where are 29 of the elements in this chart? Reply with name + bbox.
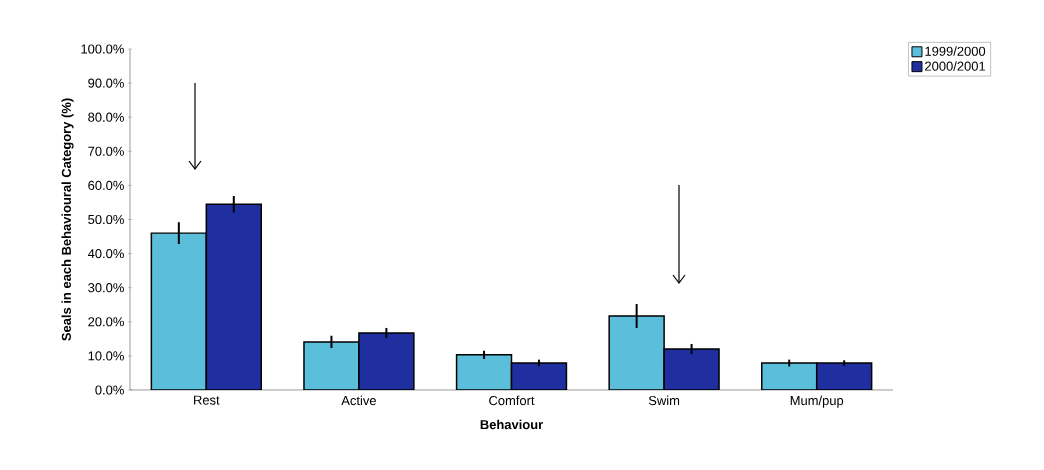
bar xyxy=(608,315,665,390)
x-tick-label: Mum/pup xyxy=(790,395,844,408)
y-tick-label: 10.0% xyxy=(88,351,124,361)
bar xyxy=(358,332,415,390)
y-tick-label: 60.0% xyxy=(88,180,124,190)
y-tick-label: 0.0% xyxy=(95,385,124,395)
bar xyxy=(303,341,360,390)
x-tick-label: Comfort xyxy=(489,395,535,406)
x-tick-label: Rest xyxy=(194,395,220,405)
x-axis-title: Behaviour xyxy=(480,419,543,430)
bar xyxy=(205,203,262,390)
y-tick-label: 100.0% xyxy=(81,44,124,54)
y-tick-label: 50.0% xyxy=(88,214,124,225)
x-tick-label: Swim xyxy=(648,395,680,406)
x-tick-label: Active xyxy=(341,395,376,406)
y-tick-label: 90.0% xyxy=(88,78,124,88)
y-tick-label: 80.0% xyxy=(88,112,124,122)
bar xyxy=(510,362,568,390)
y-tick-label: 30.0% xyxy=(88,283,124,293)
legend-label: 2000/2001 xyxy=(925,61,986,71)
bar xyxy=(150,232,208,390)
bar xyxy=(455,354,513,390)
bar xyxy=(815,362,873,390)
bar xyxy=(663,348,720,390)
y-tick-label: 40.0% xyxy=(87,249,124,259)
y-axis-title: Seals in each Behavioural Category (%) xyxy=(61,98,74,341)
y-tick-label: 70.0% xyxy=(88,146,124,156)
legend-label: 1999/2000 xyxy=(925,46,986,56)
y-tick-label: 20.0% xyxy=(88,317,124,327)
